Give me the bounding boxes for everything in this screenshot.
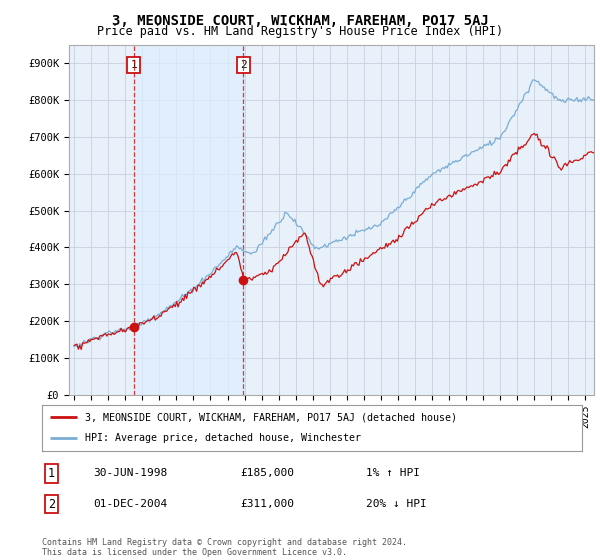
Text: £185,000: £185,000 xyxy=(240,468,294,478)
Text: 1: 1 xyxy=(130,60,137,70)
Bar xyxy=(134,45,243,395)
Text: 2: 2 xyxy=(48,497,55,511)
Text: Contains HM Land Registry data © Crown copyright and database right 2024.
This d: Contains HM Land Registry data © Crown c… xyxy=(42,538,407,557)
Text: 3, MEONSIDE COURT, WICKHAM, FAREHAM, PO17 5AJ (detached house): 3, MEONSIDE COURT, WICKHAM, FAREHAM, PO1… xyxy=(85,412,457,422)
Text: 20% ↓ HPI: 20% ↓ HPI xyxy=(366,499,427,509)
Text: 01-DEC-2004: 01-DEC-2004 xyxy=(93,499,167,509)
Text: 1: 1 xyxy=(48,466,55,480)
Text: HPI: Average price, detached house, Winchester: HPI: Average price, detached house, Winc… xyxy=(85,433,361,444)
Text: £311,000: £311,000 xyxy=(240,499,294,509)
Text: Price paid vs. HM Land Registry's House Price Index (HPI): Price paid vs. HM Land Registry's House … xyxy=(97,25,503,38)
Text: 30-JUN-1998: 30-JUN-1998 xyxy=(93,468,167,478)
Text: 3, MEONSIDE COURT, WICKHAM, FAREHAM, PO17 5AJ: 3, MEONSIDE COURT, WICKHAM, FAREHAM, PO1… xyxy=(112,14,488,28)
Text: 1% ↑ HPI: 1% ↑ HPI xyxy=(366,468,420,478)
Text: 2: 2 xyxy=(240,60,247,70)
